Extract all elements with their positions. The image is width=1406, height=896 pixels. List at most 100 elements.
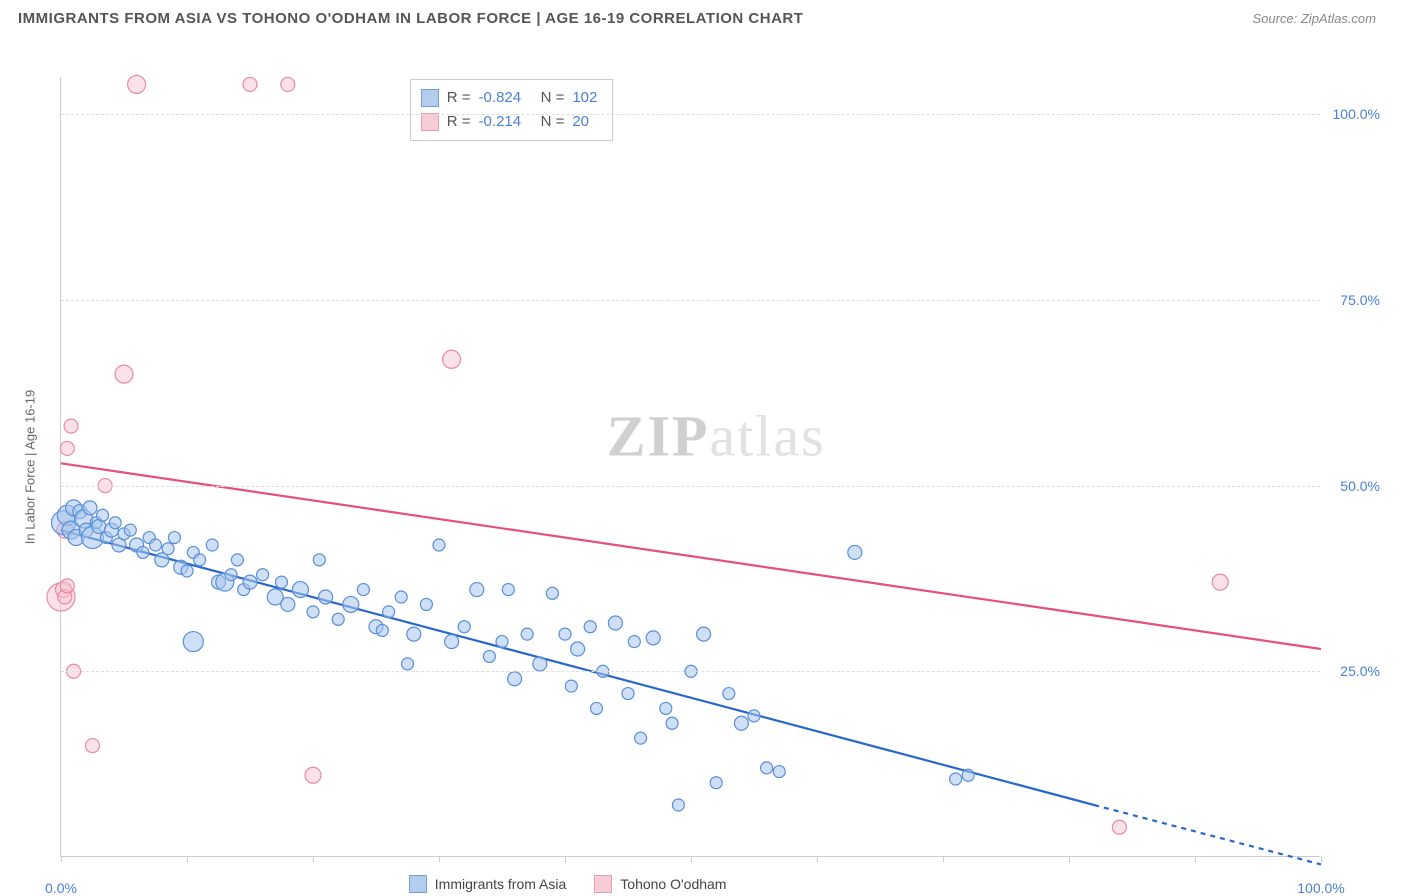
x-tick-mark bbox=[817, 856, 818, 862]
data-point bbox=[183, 632, 203, 652]
data-point bbox=[848, 545, 862, 559]
data-point bbox=[319, 590, 333, 604]
data-point bbox=[546, 587, 558, 599]
data-point bbox=[502, 584, 514, 596]
legend-item-blue: Immigrants from Asia bbox=[409, 875, 566, 893]
data-point bbox=[276, 576, 288, 588]
data-point bbox=[231, 554, 243, 566]
data-point bbox=[281, 77, 295, 91]
data-point bbox=[666, 717, 678, 729]
x-tick-label: 0.0% bbox=[45, 880, 77, 896]
data-point bbox=[723, 688, 735, 700]
data-point bbox=[206, 539, 218, 551]
x-tick-label: 100.0% bbox=[1297, 880, 1344, 896]
x-tick-mark bbox=[61, 856, 62, 862]
data-point bbox=[243, 575, 257, 589]
data-point bbox=[420, 598, 432, 610]
data-point bbox=[150, 539, 162, 551]
data-point bbox=[646, 631, 660, 645]
data-point bbox=[761, 762, 773, 774]
data-point bbox=[748, 710, 760, 722]
grid-line bbox=[61, 671, 1320, 672]
chart-title: IMMIGRANTS FROM ASIA VS TOHONO O'ODHAM I… bbox=[18, 10, 803, 27]
y-tick-label: 100.0% bbox=[1333, 106, 1380, 122]
y-tick-label: 75.0% bbox=[1340, 292, 1380, 308]
data-point bbox=[343, 596, 359, 612]
data-point bbox=[608, 616, 622, 630]
x-tick-mark bbox=[1321, 856, 1322, 862]
data-point bbox=[137, 546, 149, 558]
data-point bbox=[496, 636, 508, 648]
trend-line-blue-dashed bbox=[1094, 805, 1321, 864]
legend-bottom: Immigrants from Asia Tohono O'odham bbox=[409, 875, 727, 893]
data-point bbox=[181, 565, 193, 577]
swatch-blue bbox=[421, 89, 439, 107]
data-point bbox=[194, 554, 206, 566]
data-point bbox=[86, 739, 100, 753]
x-tick-mark bbox=[1069, 856, 1070, 862]
data-point bbox=[565, 680, 577, 692]
legend-label: Immigrants from Asia bbox=[435, 876, 566, 892]
trend-line-blue bbox=[61, 530, 1094, 805]
x-tick-mark bbox=[691, 856, 692, 862]
data-point bbox=[1212, 574, 1228, 590]
data-point bbox=[109, 517, 121, 529]
x-tick-mark bbox=[439, 856, 440, 862]
data-point bbox=[458, 621, 470, 633]
swatch-pink bbox=[594, 875, 612, 893]
data-point bbox=[635, 732, 647, 744]
grid-line bbox=[61, 300, 1320, 301]
data-point bbox=[60, 441, 74, 455]
data-point bbox=[445, 635, 459, 649]
data-point bbox=[584, 621, 596, 633]
data-point bbox=[734, 716, 748, 730]
data-point bbox=[128, 75, 146, 93]
data-point bbox=[962, 769, 974, 781]
data-point bbox=[332, 613, 344, 625]
data-point bbox=[672, 799, 684, 811]
data-point bbox=[697, 627, 711, 641]
data-point bbox=[710, 777, 722, 789]
data-point bbox=[483, 650, 495, 662]
data-point bbox=[533, 657, 547, 671]
data-point bbox=[407, 627, 421, 641]
data-point bbox=[64, 419, 78, 433]
data-point bbox=[115, 365, 133, 383]
data-point bbox=[443, 350, 461, 368]
data-point bbox=[628, 636, 640, 648]
legend-item-pink: Tohono O'odham bbox=[594, 875, 726, 893]
data-point bbox=[521, 628, 533, 640]
legend-label: Tohono O'odham bbox=[620, 876, 726, 892]
y-tick-label: 50.0% bbox=[1340, 478, 1380, 494]
stat-R-value: -0.824 bbox=[479, 86, 533, 110]
stats-row-blue: R =-0.824N =102 bbox=[421, 86, 603, 110]
data-point bbox=[281, 597, 295, 611]
y-axis-label: In Labor Force | Age 16-19 bbox=[23, 390, 38, 544]
stat-R-label: R = bbox=[447, 86, 471, 110]
correlation-stats-box: R =-0.824N =102R =-0.214N =20 bbox=[410, 79, 614, 141]
data-point bbox=[357, 584, 369, 596]
data-point bbox=[83, 501, 97, 515]
data-point bbox=[383, 606, 395, 618]
data-point bbox=[307, 606, 319, 618]
grid-line bbox=[61, 114, 1320, 115]
data-point bbox=[773, 766, 785, 778]
swatch-blue bbox=[409, 875, 427, 893]
data-point bbox=[60, 579, 74, 593]
data-point bbox=[376, 624, 388, 636]
data-point bbox=[313, 554, 325, 566]
data-point bbox=[124, 524, 136, 536]
data-point bbox=[660, 702, 672, 714]
stat-N-label: N = bbox=[541, 86, 565, 110]
data-point bbox=[950, 773, 962, 785]
swatch-pink bbox=[421, 113, 439, 131]
data-point bbox=[162, 543, 174, 555]
data-point bbox=[257, 569, 269, 581]
data-point bbox=[243, 77, 257, 91]
data-point bbox=[622, 688, 634, 700]
data-point bbox=[292, 582, 308, 598]
chart-source: Source: ZipAtlas.com bbox=[1252, 11, 1376, 26]
data-point bbox=[225, 569, 237, 581]
y-tick-label: 25.0% bbox=[1340, 663, 1380, 679]
grid-line bbox=[61, 486, 1320, 487]
